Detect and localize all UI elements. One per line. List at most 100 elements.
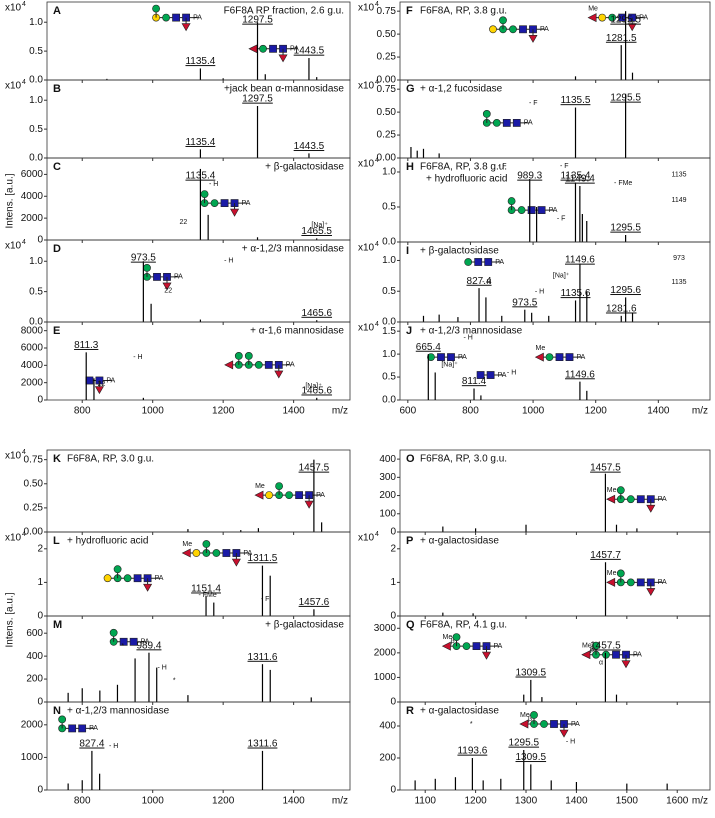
glycan-residue (512, 119, 521, 127)
glycan-residue (152, 4, 160, 13)
glycan-residue (509, 25, 517, 34)
glycan-residue (545, 353, 554, 361)
panel-title: + α-1,2/3 mannosidase (242, 244, 345, 255)
glycan-residue (220, 199, 229, 207)
glycan-label: PA (141, 639, 150, 646)
annotation: [Na]⁺ (441, 362, 458, 369)
y-tick-label: 1.0 (382, 167, 396, 178)
y-tick-label: 2000 (21, 377, 44, 388)
panel-letter: A (53, 5, 61, 17)
glycan-label: PA (658, 579, 667, 586)
glycan-residue (278, 54, 288, 63)
annotation: 1149 (671, 197, 686, 204)
panel-title: F6F8A, RP, 3.8 g.u. (420, 162, 507, 173)
glycan-label: PA (658, 496, 667, 503)
panel-title: + β-galactosidase (265, 162, 344, 173)
glycan-residue (119, 637, 128, 646)
glycan-residue (129, 637, 138, 646)
y-scale: x10 (358, 3, 375, 14)
y-scale: x10 (5, 451, 22, 462)
y-tick-label: 0.0 (382, 395, 396, 406)
glycan-residue (484, 258, 493, 266)
y-tick-label: 0.25 (24, 503, 44, 514)
peak-label: 1295.5 (610, 93, 641, 104)
peak-label: 1465.6 (301, 385, 332, 396)
glycan-residue (627, 23, 637, 32)
glycan-residue (224, 360, 234, 370)
glycan-label: PA (174, 274, 183, 281)
y-scale-exp: 4 (22, 1, 26, 8)
y-axis-label: Intens. [a.u.] (5, 592, 16, 647)
y-tick-label: 600 (26, 628, 43, 639)
y-scale-exp: 4 (375, 79, 379, 86)
panel-letter: Q (406, 619, 415, 631)
glycan-label: Me (520, 712, 530, 719)
glycan-residue (592, 641, 600, 650)
y-tick-label: 0 (37, 611, 43, 622)
y-tick-label: 400 (26, 651, 43, 662)
panel-title: F6F8A, RP, 3.0 g.u. (67, 454, 154, 465)
panel-letter: K (53, 453, 61, 465)
peak-label: 1295.5 (610, 15, 641, 26)
x-axis-label: m/z (332, 796, 348, 807)
y-tick-label: 0.50 (377, 29, 397, 40)
glycan-residue (452, 633, 461, 641)
glycan-residue (492, 119, 501, 127)
annotation: - H (464, 334, 473, 341)
panel-letter: H (406, 161, 414, 173)
y-tick-label: 0 (37, 395, 43, 406)
glycan-residue (244, 351, 253, 360)
y-tick-label: 0.75 (377, 6, 397, 17)
y-tick-label: 2000 (21, 213, 44, 224)
panel-letter: D (53, 243, 61, 255)
y-scale: x10 (5, 533, 22, 544)
glycan-residue (540, 720, 548, 728)
annotation: - H (157, 664, 166, 671)
glycan-residue (192, 549, 201, 557)
y-scale-exp: 4 (22, 239, 26, 246)
x-tick-label: 1200 (212, 796, 235, 807)
peak-label: 827.4 (79, 739, 104, 750)
peak-label: 973.5 (512, 297, 537, 308)
glycan-label: PA (193, 14, 202, 21)
y-tick-label: 0.0 (382, 317, 396, 328)
y-tick-label: 300 (379, 472, 396, 483)
annotation: - H (566, 738, 575, 745)
y-scale: x10 (358, 81, 375, 92)
peak-label: 1149.6 (565, 255, 595, 266)
y-tick-label: 0.50 (377, 107, 397, 118)
peak-label: 1135.5 (561, 95, 591, 106)
y-tick-label: 1.0 (382, 349, 396, 360)
glycan-residue (58, 715, 67, 724)
glycan-residue (626, 578, 635, 587)
panel-subtitle: + hydrofluoric acid (426, 174, 507, 185)
glycan-residue (248, 44, 258, 54)
panel-title: + α-1,2 fucosidase (420, 84, 503, 95)
peak-label: 973.5 (131, 253, 156, 264)
glycan-residue (489, 25, 497, 34)
peak-label: 989.3 (517, 171, 542, 182)
y-tick-label: 400 (379, 721, 396, 732)
panel-title: + β-galactosidase (265, 620, 344, 631)
y-tick-label: 0 (390, 785, 396, 796)
glycan-residue (437, 353, 445, 361)
glycan-residue (499, 16, 507, 25)
glycan-residue (598, 13, 607, 22)
glycan-residue (427, 353, 435, 361)
peak-label: 1309.5 (516, 752, 547, 763)
peak-label: 1295.5 (610, 223, 641, 234)
annotation: - F (560, 163, 569, 170)
glycan-label: PA (106, 377, 115, 384)
annotation: 22 (179, 219, 187, 226)
y-tick-label: 6000 (21, 343, 44, 354)
annotation: - FMe (614, 180, 632, 187)
glycan-residue (109, 628, 118, 637)
y-tick-label: 0.5 (382, 202, 396, 213)
glycan-label: PA (494, 643, 503, 650)
glycan-residue (606, 494, 616, 504)
peak-label: 811.3 (74, 340, 99, 351)
peak-label: 1281.6 (606, 303, 637, 314)
glycan-residue (210, 199, 219, 207)
y-tick-label: 3000 (374, 623, 397, 634)
